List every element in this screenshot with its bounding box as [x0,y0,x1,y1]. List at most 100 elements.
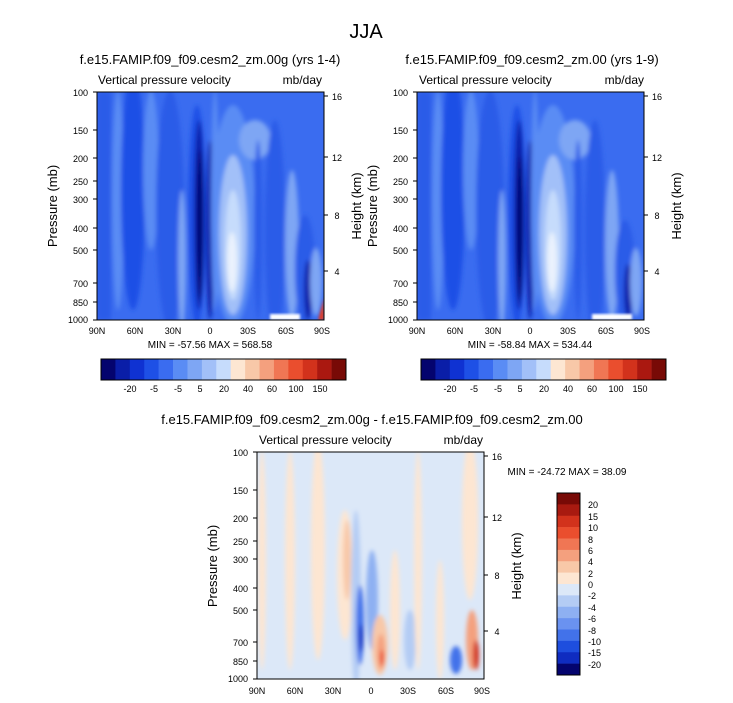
panel-1-y-axis-label: Pressure (mb) [45,165,60,247]
colorbar-label: 100 [288,384,303,394]
colorbar-swatch [449,359,465,380]
y-tick-label: 150 [73,126,88,136]
colorbar-label: 150 [312,384,327,394]
colorbar-swatch [557,663,580,676]
colorbar-swatch [144,359,159,380]
y-tick-label: 1000 [68,315,88,325]
y-tick-label: 300 [73,195,88,205]
colorbar-label: -5 [150,384,158,394]
colorbar-swatch [187,359,203,380]
colorbar-label: 40 [563,384,573,394]
colorbar-swatch [557,652,580,664]
colorbar-label: 20 [219,384,229,394]
colorbar-frame [420,358,667,381]
panel-2-left-label: Vertical pressure velocity [419,73,552,87]
colorbar-swatch [608,359,624,380]
colorbar-swatch [557,572,580,585]
colorbar-swatch [115,359,131,380]
panel-3-field [257,452,484,679]
panel-2-title: f.e15.FAMIP.f09_f09.cesm2_zm.00 (yrs 1-9… [405,52,658,67]
colorbar-swatch [557,595,580,608]
y-tick-label: 500 [73,246,88,256]
colorbar-swatch [201,359,217,380]
y-tick-label: 700 [393,279,408,289]
panel-2-field [417,92,644,320]
colorbar-swatch [579,359,595,380]
y-tick-label: 100 [73,88,88,98]
colorbar-swatch [173,359,188,380]
x-tick-label: 90S [634,326,650,336]
height-tick-label: 16 [332,92,342,102]
colorbar-swatch [158,359,174,380]
panel-3-stats: MIN = -24.72 MAX = 38.09 [508,467,627,478]
colorbar-swatch [536,359,551,380]
x-tick-label: 60S [598,326,614,336]
colorbar-labels: -20 -5 -5 5 20 40 60 100 150 [443,384,647,394]
colorbar-swatch [557,538,580,551]
height-tick-label: 12 [492,513,502,523]
panel-3-colorbar: 20 15 10 8 6 4 2 0 -2 -4 -6 -8 -10 -15 -… [556,492,601,676]
colorbar-label: 6 [588,546,593,556]
x-tick-label: 30S [400,686,416,696]
panel-1-y-ticks: 100 150 200 250 300 400 500 700 850 1000 [68,88,88,325]
x-tick-label: 90N [249,686,266,696]
colorbar-label: 40 [243,384,253,394]
colorbar-swatch [557,584,580,596]
y-tick-label: 300 [393,195,408,205]
x-tick-label: 60N [287,686,304,696]
colorbar-label: 100 [608,384,623,394]
height-tick-label: 8 [654,211,659,221]
x-tick-label: 30N [485,326,502,336]
panel-3-right-label: mb/day [444,433,483,447]
panel-1: f.e15.FAMIP.f09_f09.cesm2_zm.00g (yrs 1-… [45,52,364,394]
y-tick-label: 500 [233,606,248,616]
colorbar-swatch [129,359,145,380]
panel-3-y-tick-marks [253,451,488,680]
y-tick-label: 700 [233,638,248,648]
colorbar-swatch [331,359,347,380]
panel-3-y-ticks: 100 150 200 250 300 400 500 700 850 1000 [228,448,248,684]
panel-2-x-ticks: 90N 60N 30N 0 30S 60S 90S [409,326,650,336]
y-tick-label: 850 [393,298,408,308]
x-tick-label: 30N [325,686,342,696]
y-tick-label: 100 [233,448,248,458]
colorbar-swatch [230,359,246,380]
colorbar-label: 2 [588,569,593,579]
panel-2-height-ticks: 16 12 8 4 [652,92,662,277]
colorbar-swatch [557,606,580,619]
colorbar-swatch [557,618,580,630]
colorbar-swatch [557,629,580,642]
colorbar-label: -6 [588,614,596,624]
x-tick-label: 60S [438,686,454,696]
y-tick-label: 700 [73,279,88,289]
panel-3-y-axis-label: Pressure (mb) [205,525,220,607]
colorbar-label: -5 [470,384,478,394]
colorbar-label: 4 [588,557,593,567]
y-tick-label: 100 [393,88,408,98]
colorbar-label: 60 [587,384,597,394]
x-tick-label: 90S [474,686,490,696]
colorbar-label: 60 [267,384,277,394]
colorbar-swatch [557,527,580,539]
colorbar-frame [556,492,581,676]
colorbar-labels: 20 15 10 8 6 4 2 0 -2 -4 -6 -8 -10 -15 -… [588,500,601,670]
y-tick-label: 250 [233,537,248,547]
y-tick-label: 400 [233,584,248,594]
panel-3-height-ticks: 16 12 8 4 [492,452,502,637]
x-tick-label: 0 [207,326,212,336]
colorbar-swatch [557,504,580,517]
height-tick-label: 12 [652,153,662,163]
colorbar-swatch [622,359,638,380]
y-tick-label: 250 [73,177,88,187]
panel-3-title: f.e15.FAMIP.f09_f09.cesm2_zm.00g - f.e15… [161,412,583,427]
panel-3: f.e15.FAMIP.f09_f09.cesm2_zm.00g - f.e15… [161,412,627,696]
colorbar-swatch [557,549,580,562]
panel-1-title: f.e15.FAMIP.f09_f09.cesm2_zm.00g (yrs 1-… [80,52,341,67]
panel-1-colorbar: -20 -5 -5 5 20 40 60 100 150 [100,358,347,394]
colorbar-label: -15 [588,648,601,658]
colorbar-label: -20 [588,660,601,670]
colorbar-swatch [593,359,609,380]
height-tick-label: 8 [334,211,339,221]
height-tick-label: 12 [332,153,342,163]
colorbar-swatch [557,493,580,505]
